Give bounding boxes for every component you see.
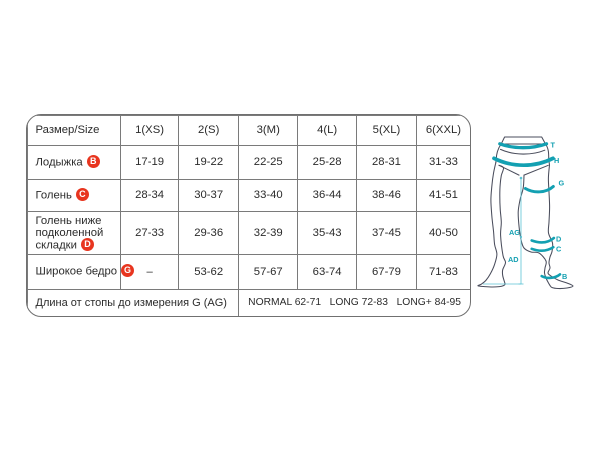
svg-text:H: H: [554, 156, 559, 165]
svg-text:C: C: [556, 245, 562, 254]
svg-text:G: G: [559, 179, 565, 188]
svg-text:AD: AD: [508, 255, 519, 264]
svg-text:D: D: [556, 235, 561, 244]
svg-text:AG: AG: [509, 228, 520, 237]
svg-text:B: B: [562, 272, 567, 281]
svg-text:T: T: [551, 141, 556, 150]
